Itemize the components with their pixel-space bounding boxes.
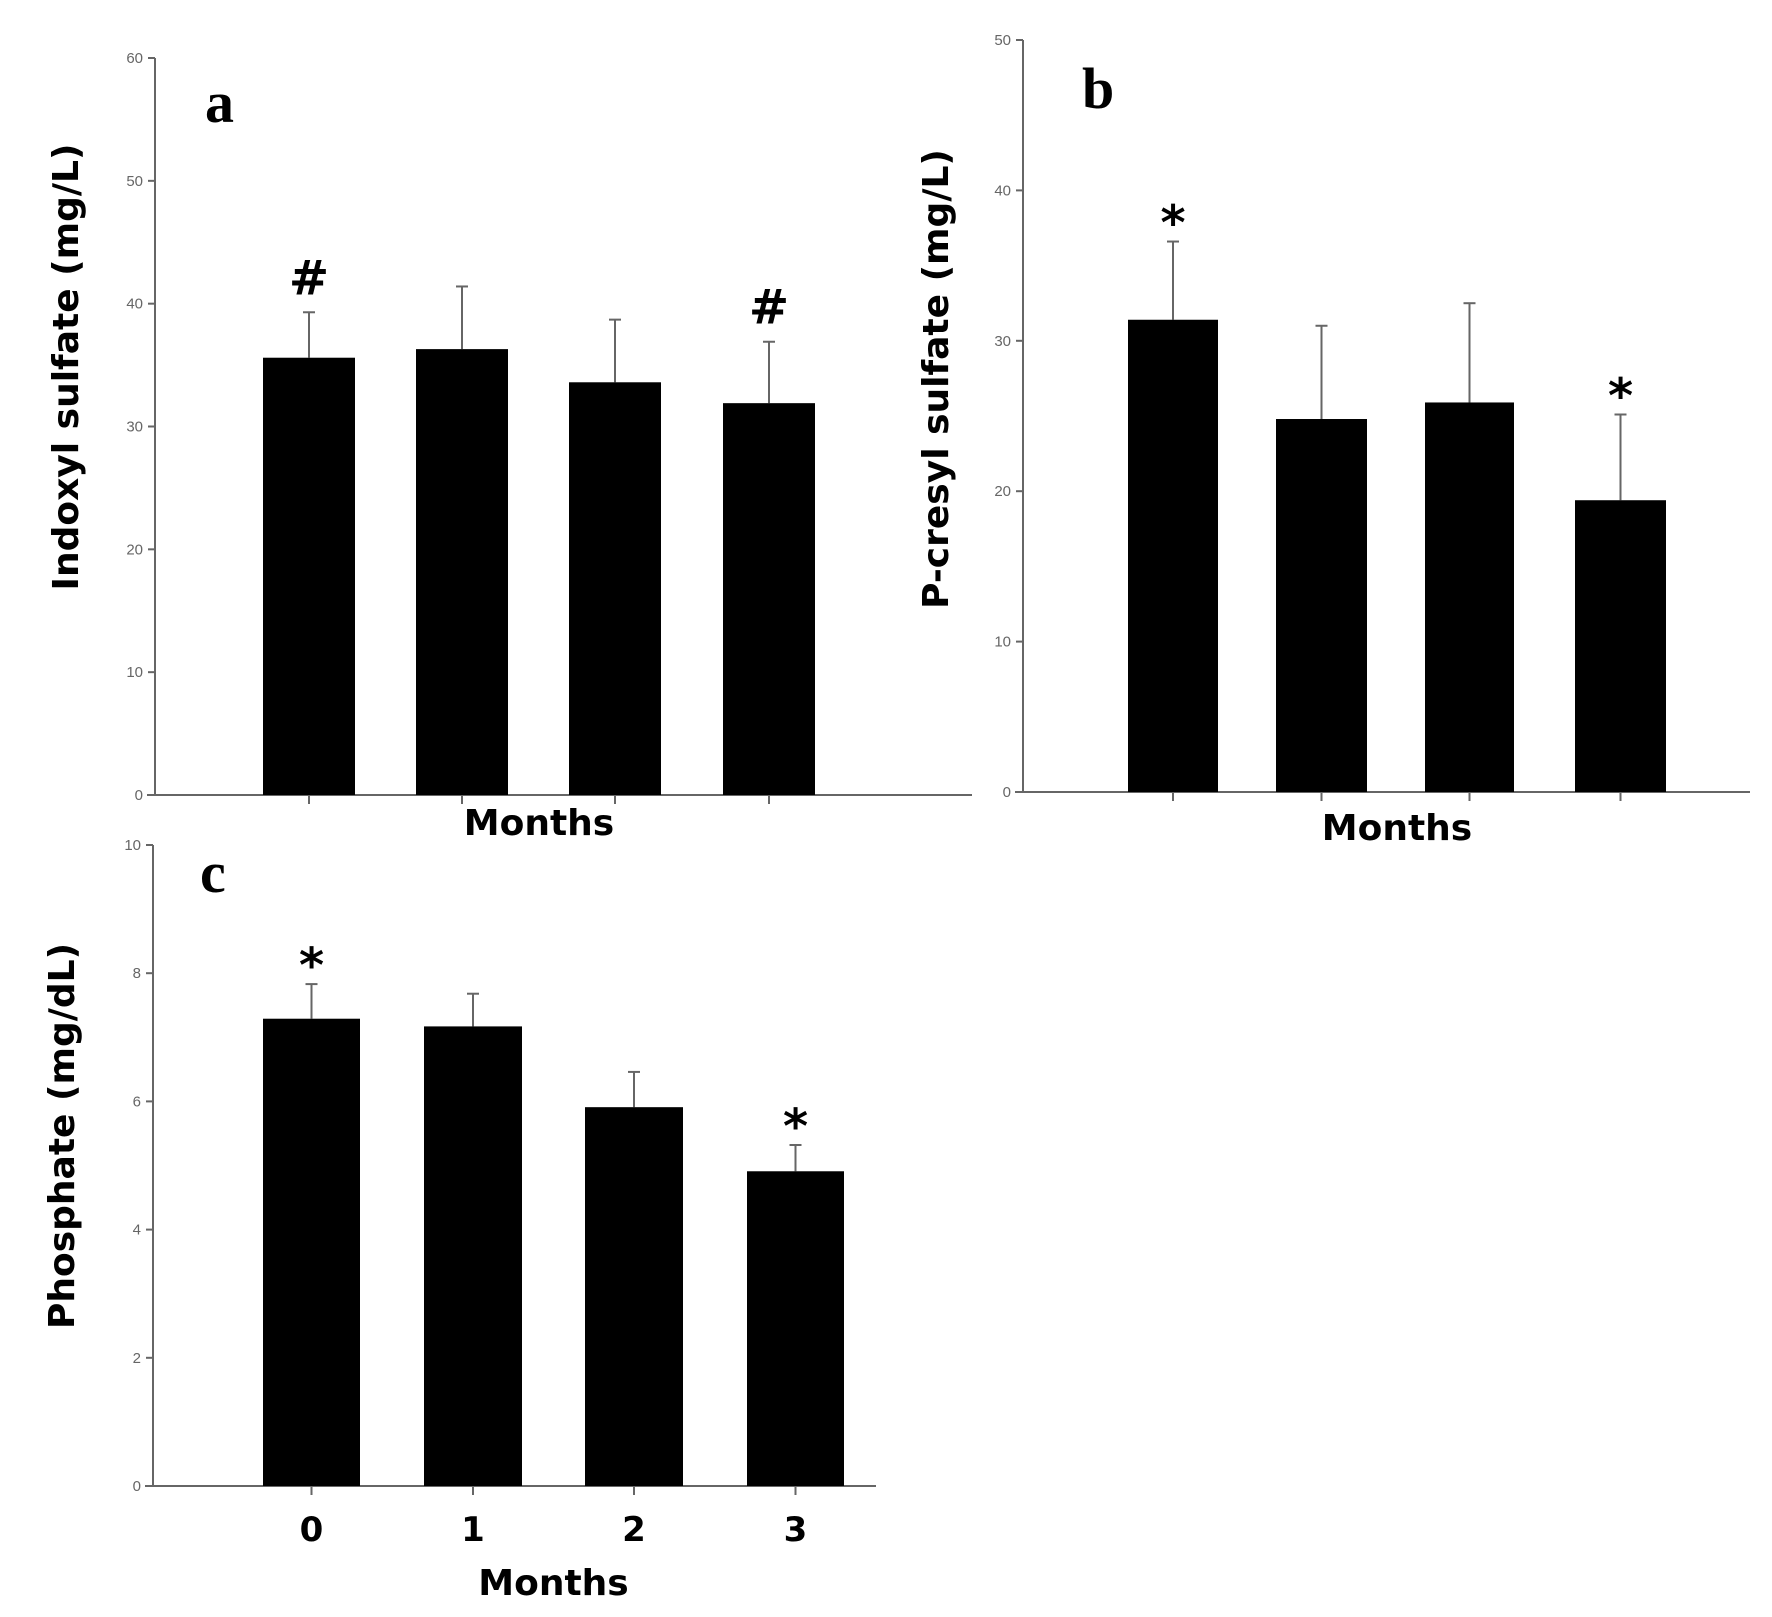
x-tick-label: 1 [461,1510,485,1550]
y-tick-label: 2 [133,1350,141,1367]
x-tick-label: 2 [1458,751,1482,791]
bar [424,1026,522,1486]
y-tick-label: 30 [126,419,143,436]
panel-letter: c [200,840,226,905]
x-tick-label: 0 [300,1510,324,1550]
significance-marker: # [289,250,329,306]
y-tick-label: 0 [1003,784,1011,801]
y-tick-label: 6 [133,1093,141,1110]
y-tick-label: 4 [133,1222,141,1239]
y-tick-label: 0 [133,1478,141,1495]
chart-panel-c: 0 2 4 6 8 10 0 * 1 2 3 * Months Phosphate (mg/dL) c [42,837,876,1604]
y-tick-label: 8 [133,965,141,982]
bar [1276,419,1367,792]
significance-marker: * [1160,196,1185,252]
x-tick-label: 3 [757,755,781,795]
x-tick-label: 1 [450,755,474,795]
x-axis-label: Months [1322,808,1472,849]
bar [723,403,815,795]
y-tick-label: 10 [126,664,143,681]
chart-panel-b: 0 10 20 30 40 50 0 * 1 2 3 * Months P-cresyl sulfate … [916,32,1750,849]
y-tick-label: 40 [994,182,1011,199]
bar [263,1018,360,1486]
y-tick-label: 20 [994,483,1011,500]
y-tick-label: 50 [994,32,1011,49]
y-tick-label: 60 [126,50,143,67]
y-axis-label: P-cresyl sulfate (mg/L) [916,149,957,609]
significance-marker: # [749,280,789,336]
y-axis-label: Phosphate (mg/dL) [42,943,83,1329]
panel-letter: a [205,70,234,135]
x-tick-label: 1 [1310,751,1334,791]
bar [585,1107,683,1486]
bar [1575,500,1666,792]
bar [569,382,661,795]
x-axis-label: Months [478,1563,628,1604]
y-tick-label: 10 [124,837,141,854]
x-tick-label: 0 [297,755,321,795]
y-tick-label: 40 [126,296,143,313]
x-tick-label: 3 [784,1510,808,1550]
x-tick-label: 2 [603,755,627,795]
y-axis-label: Indoxyl sulfate (mg/L) [46,144,87,591]
x-axis-label: Months [464,803,614,844]
bar [1425,402,1514,792]
significance-marker: * [783,1099,808,1155]
x-tick-label: 2 [622,1510,646,1550]
y-tick-label: 30 [994,333,1011,350]
chart-panel-a: 0 10 20 30 40 50 60 0 #1 2 3 # Months Indoxyl sulfate… [46,50,972,844]
bar [747,1171,844,1486]
bar [263,357,355,795]
y-tick-label: 50 [126,173,143,190]
significance-marker: * [1608,368,1633,424]
y-tick-label: 0 [135,787,143,804]
y-tick-label: 10 [994,634,1011,651]
bar [1128,319,1218,792]
x-tick-label: 3 [1609,751,1633,791]
x-tick-label: 0 [1161,751,1185,791]
bar [416,349,508,795]
y-tick-label: 20 [126,541,143,558]
panel-letter: b [1082,56,1114,121]
significance-marker: * [299,938,324,994]
